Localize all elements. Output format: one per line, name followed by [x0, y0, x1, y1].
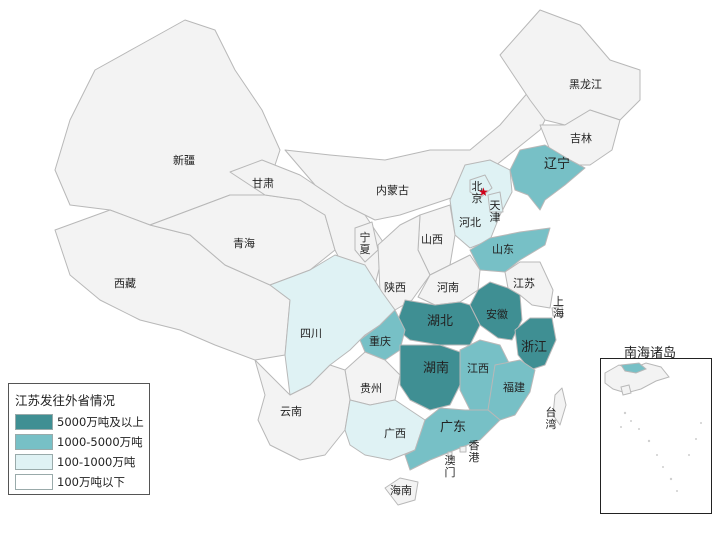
label-zhejiang: 浙江	[521, 340, 548, 355]
province-xianggang[interactable]	[459, 445, 467, 453]
legend: 江苏发往外省情况 5000万吨及以上 1000-5000万吨 100-1000万…	[8, 383, 150, 495]
province-aomen[interactable]	[447, 451, 453, 457]
province-beijing[interactable]	[469, 174, 493, 199]
label-yunnan: 云南	[280, 405, 302, 418]
label-shanxi: 山西	[421, 233, 443, 246]
province-taiwan[interactable]	[552, 387, 567, 426]
label-shanghai: 上海	[553, 295, 564, 320]
province-guizhou[interactable]	[344, 351, 401, 406]
inset-islands	[620, 411, 702, 492]
label-jiangxi: 江西	[467, 362, 489, 375]
province-xinjiang[interactable]	[54, 19, 281, 226]
province-heilongjiang[interactable]	[499, 9, 641, 126]
label-henan: 河南	[437, 281, 459, 294]
province-hunan[interactable]	[399, 344, 461, 411]
label-hainan: 海南	[390, 484, 412, 497]
province-liaoning[interactable]	[509, 144, 586, 211]
label-tianjin: 天津	[489, 199, 501, 224]
label-guizhou: 贵州	[360, 382, 382, 395]
label-anhui: 安徽	[486, 308, 508, 321]
label-neimenggu: 内蒙古	[376, 184, 409, 197]
legend-label: 100-1000万吨	[57, 455, 136, 469]
legend-label: 5000万吨及以上	[57, 415, 144, 429]
label-guangxi: 广西	[384, 427, 406, 440]
province-chongqing[interactable]	[359, 309, 406, 361]
province-shandong[interactable]	[469, 227, 551, 273]
legend-swatch	[15, 474, 53, 490]
label-qinghai: 青海	[233, 237, 255, 250]
legend-swatch	[15, 414, 53, 430]
label-xizang: 西藏	[114, 277, 136, 290]
province-sichuan[interactable]	[269, 254, 396, 396]
label-chongqing: 重庆	[369, 335, 391, 348]
label-taiwan: 台湾	[545, 406, 557, 431]
legend-swatch	[15, 454, 53, 470]
legend-label: 100万吨以下	[57, 475, 125, 489]
province-hebei[interactable]	[449, 159, 513, 249]
label-jilin: 吉林	[570, 132, 592, 145]
label-beijing: 北京	[471, 180, 483, 205]
legend-label: 1000-5000万吨	[57, 435, 143, 449]
inset-guangdong	[620, 362, 647, 374]
label-shaanxi: 陕西	[384, 281, 406, 294]
label-ningxia: 宁夏	[359, 231, 371, 256]
province-zhejiang[interactable]	[514, 317, 557, 371]
inset-title: 南海诸岛	[624, 346, 677, 361]
label-gansu: 甘肃	[252, 177, 274, 190]
legend-title: 江苏发往外省情况	[15, 393, 116, 408]
label-liaoning: 辽宁	[544, 157, 571, 172]
label-aomen: 澳门	[444, 454, 456, 479]
label-fujian: 福建	[503, 381, 525, 394]
inset-map	[604, 362, 702, 492]
label-shandong: 山东	[492, 243, 514, 256]
province-hainan[interactable]	[384, 477, 419, 506]
label-heilongjiang: 黑龙江	[569, 78, 602, 91]
inset-hainan	[620, 384, 632, 396]
province-guangdong[interactable]	[404, 407, 501, 471]
province-ningxia[interactable]	[354, 221, 379, 263]
capital-star-icon: ★	[478, 185, 489, 199]
province-shanghai[interactable]	[551, 305, 564, 317]
legend-swatch	[15, 434, 53, 450]
label-xinjiang: 新疆	[173, 154, 195, 167]
label-guangdong: 广东	[440, 420, 467, 435]
south-china-sea-inset	[600, 358, 712, 514]
label-sichuan: 四川	[300, 327, 322, 340]
label-hebei: 河北	[459, 216, 481, 229]
label-jiangsu: 江苏	[513, 277, 535, 290]
province-tianjin[interactable]	[487, 191, 504, 213]
label-hunan: 湖南	[423, 361, 450, 376]
label-xianggang: 香港	[468, 439, 480, 464]
label-hubei: 湖北	[427, 314, 454, 329]
